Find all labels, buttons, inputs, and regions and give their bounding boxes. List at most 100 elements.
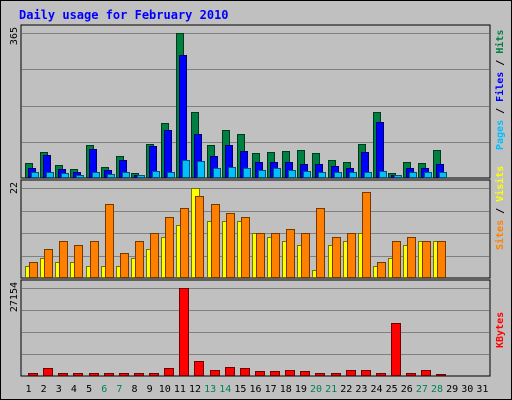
legend-separator: / [495, 202, 506, 220]
bar-pages-day-15 [243, 168, 251, 178]
bar-files-day-11 [179, 55, 187, 178]
bar-pages-day-20 [318, 172, 326, 178]
bar-pages-day-18 [288, 170, 296, 178]
bar-pages-day-19 [303, 171, 311, 178]
bar-sites-day-6 [105, 204, 114, 278]
bar-sites-day-2 [44, 249, 53, 278]
bar-sites-day-11 [180, 208, 189, 278]
day-label-12: 12 [189, 384, 201, 395]
bar-sites-day-4 [74, 245, 83, 278]
bar-sites-day-5 [90, 241, 99, 278]
bar-kbytes-day-27 [421, 370, 431, 376]
day-label-31: 31 [476, 384, 488, 395]
day-label-18: 18 [280, 384, 292, 395]
day-label-5: 5 [86, 384, 92, 395]
day-label-6: 6 [101, 384, 107, 395]
day-label-3: 3 [56, 384, 62, 395]
bar-sites-day-16 [256, 233, 265, 278]
day-label-21: 21 [325, 384, 337, 395]
bar-sites-day-15 [241, 217, 250, 278]
legend-sites: Sites [494, 220, 506, 250]
day-label-30: 30 [461, 384, 473, 395]
panel-2-legend: Sites / Visits [494, 166, 506, 250]
bar-pages-day-10 [167, 172, 175, 178]
day-label-22: 22 [340, 384, 352, 395]
panel-1-area [20, 24, 491, 179]
day-label-23: 23 [355, 384, 367, 395]
day-label-17: 17 [265, 384, 277, 395]
bar-pages-day-21 [334, 172, 342, 178]
panel-2-max-label: 22 [9, 182, 20, 194]
day-label-20: 20 [310, 384, 322, 395]
day-label-29: 29 [446, 384, 458, 395]
bar-sites-day-25 [392, 241, 401, 278]
bar-kbytes-day-12 [194, 361, 204, 376]
bar-sites-day-14 [226, 213, 235, 278]
bar-pages-day-1 [31, 172, 39, 178]
bar-kbytes-day-18 [285, 370, 295, 376]
day-label-19: 19 [295, 384, 307, 395]
day-label-25: 25 [386, 384, 398, 395]
bar-sites-day-12 [195, 196, 204, 278]
bar-kbytes-day-22 [346, 370, 356, 376]
bar-sites-day-7 [120, 253, 129, 278]
panel-3-legend: KBytes [495, 312, 506, 348]
legend-visits: Visits [494, 166, 506, 202]
bar-kbytes-day-28 [436, 374, 446, 376]
bar-kbytes-day-6 [104, 373, 114, 376]
legend-files: Files [494, 72, 506, 102]
bar-kbytes-day-8 [134, 373, 144, 376]
panel-1-max-label: 365 [9, 27, 20, 45]
bar-pages-day-23 [364, 172, 372, 178]
chart-title: Daily usage for February 2010 [19, 8, 229, 22]
bar-sites-day-24 [377, 262, 386, 278]
bar-sites-day-21 [332, 237, 341, 278]
panel-3-area [20, 279, 491, 377]
legend-pages: Pages [495, 120, 506, 150]
legend-separator: / [495, 54, 506, 72]
bar-pages-day-7 [122, 172, 130, 178]
bar-kbytes-day-23 [361, 370, 371, 376]
bar-sites-day-26 [407, 237, 416, 278]
day-label-1: 1 [26, 384, 32, 395]
bar-files-day-24 [376, 122, 384, 178]
day-label-16: 16 [249, 384, 261, 395]
bar-pages-day-24 [379, 171, 387, 178]
bar-pages-day-28 [439, 172, 447, 178]
bar-pages-day-17 [273, 168, 281, 178]
bar-pages-day-11 [182, 160, 190, 178]
bar-kbytes-day-5 [89, 373, 99, 376]
day-label-11: 11 [174, 384, 186, 395]
bar-pages-day-27 [424, 172, 432, 178]
bar-sites-day-17 [271, 233, 280, 278]
day-label-27: 27 [416, 384, 428, 395]
bar-kbytes-day-11 [179, 288, 189, 376]
bar-sites-day-23 [362, 192, 371, 278]
legend-kbytes: KBytes [495, 312, 506, 348]
bar-sites-day-1 [29, 262, 38, 278]
day-label-8: 8 [131, 384, 137, 395]
day-label-15: 15 [234, 384, 246, 395]
bar-kbytes-day-3 [58, 373, 68, 376]
bar-sites-day-20 [316, 208, 325, 278]
bar-pages-day-12 [197, 161, 205, 178]
bar-kbytes-day-2 [43, 368, 53, 376]
bar-sites-day-3 [59, 241, 68, 278]
bar-pages-day-8 [137, 175, 145, 178]
day-label-2: 2 [41, 384, 47, 395]
bar-pages-day-26 [409, 172, 417, 178]
bar-pages-day-5 [92, 172, 100, 178]
bar-pages-day-14 [228, 167, 236, 178]
bar-kbytes-day-24 [376, 373, 386, 376]
bar-kbytes-day-15 [240, 368, 250, 376]
bar-sites-day-28 [437, 241, 446, 278]
bar-kbytes-day-13 [210, 370, 220, 376]
day-label-24: 24 [371, 384, 383, 395]
day-label-7: 7 [116, 384, 122, 395]
day-label-26: 26 [401, 384, 413, 395]
legend-hits: Hits [494, 30, 506, 54]
panel-3-max-label: 27154 [9, 282, 20, 312]
bar-pages-day-3 [61, 173, 69, 178]
bar-sites-day-8 [135, 241, 144, 278]
